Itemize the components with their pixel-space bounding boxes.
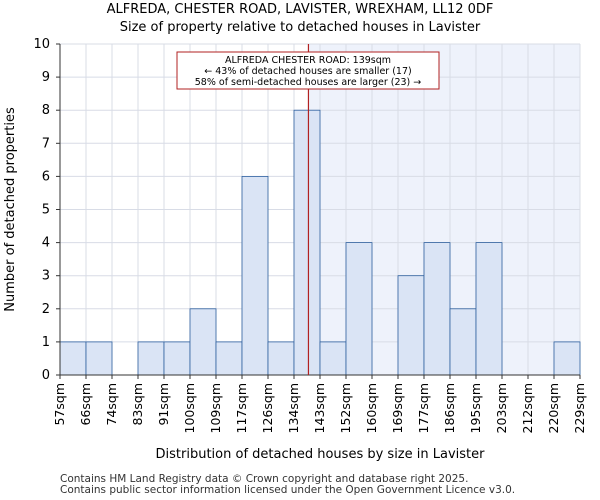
- annotation-line-2: ← 43% of detached houses are smaller (17…: [204, 66, 411, 77]
- y-tick-label: 7: [42, 136, 50, 151]
- bar: [423, 242, 451, 376]
- x-tick-label: 195sqm: [468, 383, 483, 433]
- bar: [267, 341, 295, 376]
- x-tick-label: 117sqm: [234, 383, 249, 433]
- bar: [241, 175, 269, 376]
- x-tick-label: 134sqm: [286, 383, 301, 433]
- bar: [85, 341, 113, 376]
- y-tick-label: 10: [33, 37, 50, 52]
- chart-subtitle: Size of property relative to detached ho…: [119, 20, 481, 35]
- bar: [319, 341, 347, 376]
- x-tick-label: 186sqm: [442, 383, 457, 433]
- y-axis-label: Number of detached properties: [3, 107, 18, 312]
- x-tick-label: 203sqm: [494, 383, 509, 433]
- bar: [449, 308, 477, 376]
- bar: [215, 341, 243, 376]
- y-tick-label: 6: [42, 169, 50, 184]
- x-tick-label: 66sqm: [78, 383, 93, 426]
- bar-chart: 0 1 2 3 4 5 6 7 8 9 10 57sqm 66sqm 74sqm 83sqm 91sqm 100…: [3, 37, 587, 462]
- x-tick-label: 212sqm: [520, 383, 535, 433]
- annotation-line-1: ALFREDA CHESTER ROAD: 139sqm: [225, 55, 391, 66]
- x-tick-label: 229sqm: [572, 383, 587, 433]
- annotation-line-3: 58% of semi-detached houses are larger (…: [195, 77, 422, 88]
- x-tick-label: 126sqm: [260, 383, 275, 433]
- bar: [397, 275, 425, 376]
- y-tick-label: 0: [42, 368, 50, 383]
- y-tick-label: 5: [42, 203, 50, 218]
- x-tick-label: 109sqm: [208, 383, 223, 433]
- bar: [475, 242, 503, 376]
- y-tick-label: 9: [42, 70, 50, 85]
- annotation-box: [176, 51, 440, 90]
- x-tick-label: 152sqm: [338, 383, 353, 433]
- x-tick-label: 169sqm: [390, 383, 405, 433]
- bar: [137, 341, 165, 376]
- y-tick-label: 3: [42, 269, 50, 284]
- x-tick-label: 74sqm: [104, 383, 119, 426]
- x-tick-label: 220sqm: [546, 383, 561, 433]
- x-tick-label: 91sqm: [156, 383, 171, 426]
- x-tick-label: 143sqm: [312, 383, 327, 433]
- bar: [163, 341, 191, 376]
- y-tick-label: 1: [42, 335, 50, 350]
- x-axis-label: Distribution of detached houses by size …: [156, 447, 486, 462]
- x-tick-label: 100sqm: [182, 383, 197, 433]
- x-tick-label: 83sqm: [130, 383, 145, 426]
- footer-licence: Contains public sector information licen…: [60, 484, 516, 496]
- x-tick-label: 177sqm: [416, 383, 431, 433]
- bar: [189, 308, 217, 376]
- bar: [59, 341, 87, 376]
- y-tick-label: 8: [42, 103, 50, 118]
- y-tick-label: 2: [42, 302, 50, 317]
- footer-copyright: Contains HM Land Registry data © Crown c…: [60, 473, 469, 485]
- x-tick-label: 160sqm: [364, 383, 379, 433]
- bar: [293, 109, 321, 376]
- x-tick-label: 57sqm: [52, 383, 67, 426]
- y-tick-label: 4: [42, 236, 50, 251]
- chart-title: ALFREDA, CHESTER ROAD, LAVISTER, WREXHAM…: [106, 2, 494, 17]
- bar: [553, 341, 581, 376]
- bar: [345, 242, 373, 376]
